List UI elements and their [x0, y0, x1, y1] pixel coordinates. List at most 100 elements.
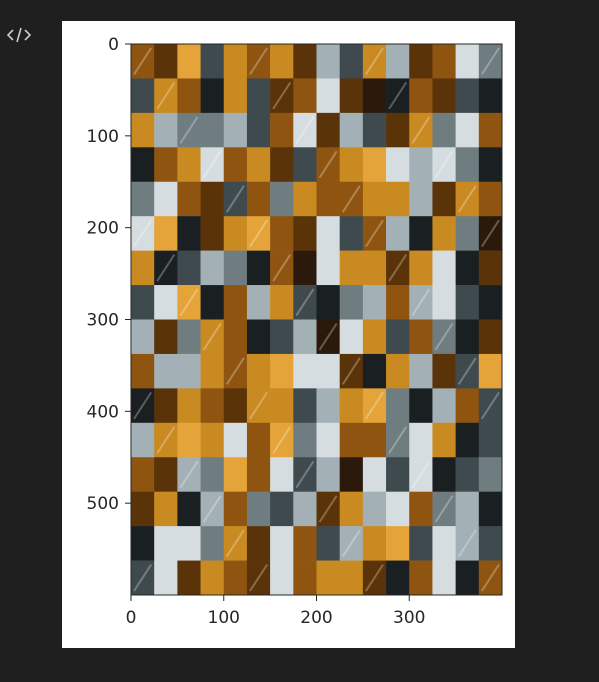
code-brackets-icon[interactable]	[6, 24, 32, 46]
image-tile	[478, 250, 503, 286]
tile-highlight	[249, 564, 268, 592]
x-tick-label: 0	[126, 608, 137, 628]
image-tile	[455, 457, 480, 492]
image-tile	[177, 560, 201, 596]
image-tile	[293, 285, 317, 320]
image-tile	[270, 457, 294, 492]
image-tile	[362, 319, 387, 355]
image-tile	[432, 526, 456, 561]
image-tile	[316, 491, 340, 527]
image-tile	[293, 457, 317, 492]
image-tile	[455, 526, 480, 561]
image-tile	[339, 491, 364, 527]
image-tile	[478, 216, 503, 251]
image-tile	[455, 285, 480, 320]
image-tile	[246, 78, 271, 114]
tile-highlight	[295, 460, 315, 489]
image-tile	[293, 78, 317, 114]
image-tile	[386, 216, 410, 251]
image-tile	[154, 388, 178, 424]
image-tile	[131, 457, 155, 492]
image-tile	[478, 78, 503, 114]
image-tile	[432, 181, 456, 217]
image-tile	[316, 181, 340, 217]
image-tile	[339, 216, 364, 251]
image-tile	[316, 44, 340, 79]
image-tile	[270, 78, 294, 114]
tile-highlight	[318, 495, 338, 523]
y-tick-label: 0	[108, 35, 119, 55]
tile-highlight	[411, 460, 431, 489]
image-tile	[362, 388, 387, 424]
tile-highlight	[341, 185, 361, 213]
image-tile	[131, 78, 155, 114]
image-tile	[432, 422, 456, 458]
image-tile	[246, 388, 271, 424]
image-tile	[270, 250, 294, 286]
image-tile	[362, 560, 387, 596]
image-tile	[339, 388, 364, 424]
image-tile	[131, 181, 155, 217]
image-tile	[409, 526, 433, 561]
image-tile	[339, 112, 364, 148]
image-tile	[177, 112, 201, 148]
image-tile	[200, 422, 225, 458]
image-tile	[223, 353, 248, 389]
image-tile	[339, 250, 364, 286]
y-tick-label: 100	[87, 127, 119, 147]
image-tile	[455, 44, 480, 79]
image-tile	[270, 181, 294, 217]
image-tile	[432, 112, 456, 148]
image-tile	[316, 285, 340, 320]
image-tile	[246, 181, 271, 217]
image-tile	[362, 491, 387, 527]
image-tile	[293, 491, 317, 527]
image-tile	[246, 250, 271, 286]
image-tile	[386, 388, 410, 424]
tile-highlight	[434, 322, 454, 351]
image-tile	[223, 250, 248, 286]
image-tile	[177, 526, 201, 561]
image-tile	[293, 44, 317, 79]
image-tile	[154, 112, 178, 148]
image-tile	[270, 353, 294, 389]
image-tile	[177, 285, 201, 320]
tile-highlight	[179, 288, 199, 317]
tile-highlight	[411, 116, 431, 144]
tile-highlight	[388, 81, 408, 110]
image-tile	[131, 216, 155, 251]
image-tile	[200, 388, 225, 424]
tile-highlight	[480, 564, 500, 592]
image-tile	[386, 491, 410, 527]
axis-ticks: 0 100 200 300 0 100 200 300 400 500	[87, 35, 426, 628]
tile-highlight	[272, 81, 292, 110]
image-tile	[386, 78, 410, 114]
x-tick-label: 100	[208, 608, 240, 628]
image-tile	[154, 216, 178, 251]
tile-highlight	[388, 426, 408, 454]
image-tile	[154, 491, 178, 527]
image-tile	[200, 250, 225, 286]
image-tile	[432, 353, 456, 389]
y-tick-label: 200	[87, 219, 119, 239]
image-tile	[478, 560, 503, 596]
tile-highlight	[202, 322, 222, 351]
image-tile	[177, 422, 201, 458]
image-tile	[131, 319, 155, 355]
image-tile	[154, 44, 178, 79]
image-tile	[246, 526, 271, 561]
image-tile	[432, 491, 456, 527]
tile-highlight	[457, 529, 477, 558]
image-tile	[362, 457, 387, 492]
tile-highlight	[225, 357, 245, 385]
tile-highlight	[272, 254, 292, 282]
image-tile	[432, 250, 456, 286]
image-tile	[455, 422, 480, 458]
image-tile	[270, 491, 294, 527]
y-tick-label: 300	[87, 311, 119, 331]
image-tile	[200, 147, 225, 183]
tile-highlight	[365, 391, 384, 420]
image-tile	[316, 560, 340, 596]
image-tile	[386, 526, 410, 561]
image-tile	[386, 422, 410, 458]
